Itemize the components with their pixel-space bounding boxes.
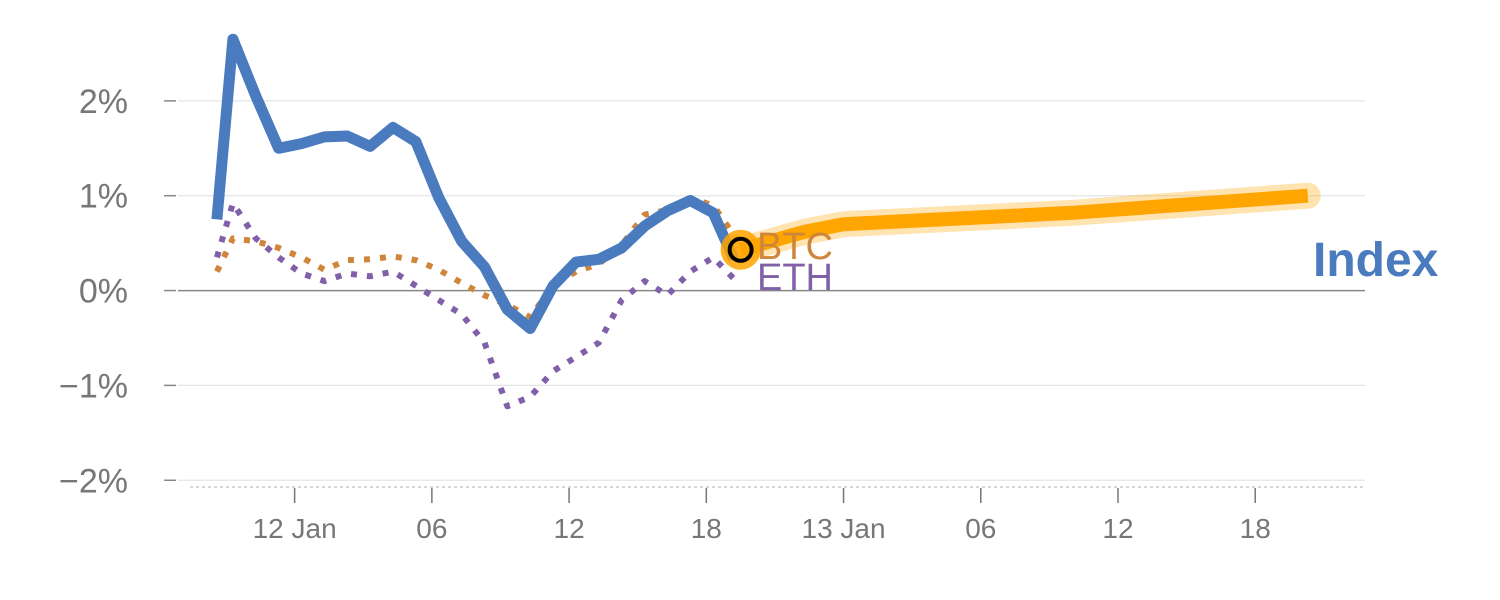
- btc-line: [214, 195, 739, 321]
- x-tick-label: 06: [965, 513, 996, 544]
- index-projection-line: [738, 188, 1309, 257]
- x-tick-label: 12: [554, 513, 585, 544]
- index-line: [211, 33, 739, 334]
- btc-series-label: BTC: [757, 226, 833, 268]
- x-tick-label: 13 Jan: [802, 513, 886, 544]
- y-axis: 2% 1% 0% −1% −2%: [59, 83, 176, 500]
- marker-halo: [720, 229, 761, 270]
- x-tick-label: 18: [1240, 513, 1271, 544]
- index-series-label: Index: [1313, 234, 1439, 287]
- x-tick-label: 12 Jan: [253, 513, 337, 544]
- current-value-marker: [720, 229, 761, 270]
- eth-line: [214, 200, 739, 410]
- series-lines: [211, 33, 1321, 410]
- y-tick-label: 0%: [79, 273, 128, 311]
- x-tick-label: 18: [691, 513, 722, 544]
- y-tick-label: 2%: [79, 83, 128, 121]
- x-axis: 12 Jan 06 12 18 13 Jan 06 12 18: [190, 486, 1365, 544]
- marker-ring: [727, 236, 754, 263]
- gridlines: [178, 100, 1365, 481]
- eth-series-label: ETH: [757, 257, 833, 299]
- y-tick-label: 1%: [79, 178, 128, 216]
- y-tick-label: −1%: [59, 367, 128, 405]
- x-tick-label: 06: [416, 513, 447, 544]
- x-tick-label: 12: [1102, 513, 1133, 544]
- y-tick-label: −2%: [59, 462, 128, 500]
